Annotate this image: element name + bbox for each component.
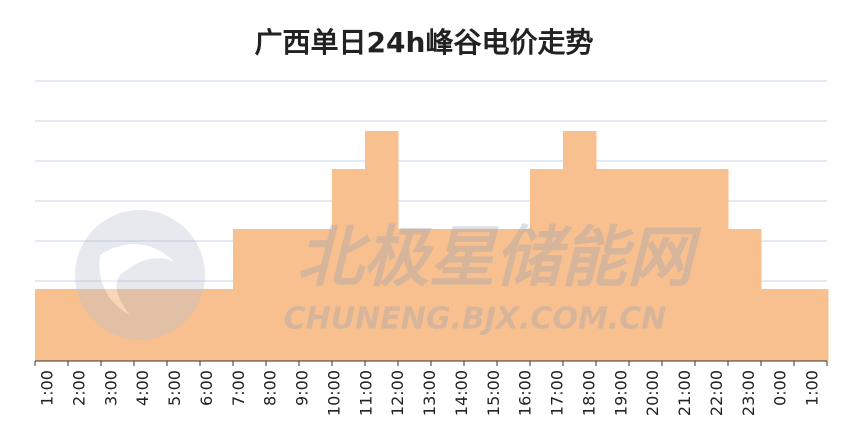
step-segment: [794, 289, 828, 361]
x-tick-label: 5:00: [165, 370, 184, 406]
watermark-subtitle: CHUNENG.BJX.COM.CN: [284, 302, 667, 337]
x-tick-label: 13:00: [420, 370, 439, 416]
x-tick-label: 9:00: [293, 370, 312, 406]
x-tick-label: 19:00: [611, 370, 630, 416]
x-tick-label: 1:00: [803, 370, 822, 406]
x-tick-label: 23:00: [739, 370, 758, 416]
step-segment: [299, 229, 333, 361]
x-tick-label: 22:00: [707, 370, 726, 416]
watermark-title: 北极星储能网: [297, 219, 702, 296]
step-segment: [68, 289, 102, 361]
x-tick-label: 10:00: [324, 370, 343, 416]
x-tick-label: 15:00: [484, 370, 503, 416]
step-segment: [35, 289, 69, 361]
step-segment: [530, 169, 564, 361]
x-tick-label: 20:00: [643, 370, 662, 416]
step-segment: [101, 289, 135, 361]
step-segment: [728, 229, 762, 361]
chart-title: 广西单日24h峰谷电价走势: [255, 26, 594, 59]
x-tick-label: 16:00: [516, 370, 535, 416]
step-segment: [431, 229, 465, 361]
step-segment: [629, 169, 663, 361]
x-tick-label: 7:00: [229, 370, 248, 406]
x-tick-label: 2:00: [69, 370, 88, 406]
step-segment: [827, 289, 829, 361]
step-segment: [134, 289, 168, 361]
step-segment: [464, 229, 498, 361]
watermark-logo-swoosh: [99, 244, 175, 315]
x-tick-label: 18:00: [579, 370, 598, 416]
step-segment: [563, 131, 597, 361]
step-segment: [695, 169, 729, 361]
step-segment: [761, 289, 795, 361]
step-segment: [233, 229, 267, 361]
x-tick-label: 8:00: [261, 370, 280, 406]
x-tick-label: 17:00: [548, 370, 567, 416]
x-tick-label: 0:00: [771, 370, 790, 406]
watermark: 北极星储能网 CHUNENG.BJX.COM.CN: [75, 210, 702, 340]
x-tick-label: 1:00: [38, 370, 57, 406]
step-segment: [266, 229, 300, 361]
x-tick-label: 6:00: [197, 370, 216, 406]
x-tick-label: 3:00: [101, 370, 120, 406]
step-segment: [167, 289, 201, 361]
x-tick-label: 12:00: [388, 370, 407, 416]
step-segment: [332, 169, 366, 361]
step-segment: [365, 131, 399, 361]
step-segment: [662, 169, 696, 361]
x-tick-label: 21:00: [675, 370, 694, 416]
step-segment: [596, 169, 630, 361]
plot-area: 1:00 2:00 3:00 4:00 5:00 6:00 7:00 8:00 9:00 10:0…: [34, 80, 829, 416]
step-segment: [497, 229, 531, 361]
watermark-logo: [75, 210, 205, 340]
x-tick-label: 11:00: [356, 370, 375, 416]
x-tick-label: 14:00: [452, 370, 471, 416]
step-segment: [200, 289, 234, 361]
step-segment: [398, 229, 432, 361]
x-tick-label: 4:00: [133, 370, 152, 406]
